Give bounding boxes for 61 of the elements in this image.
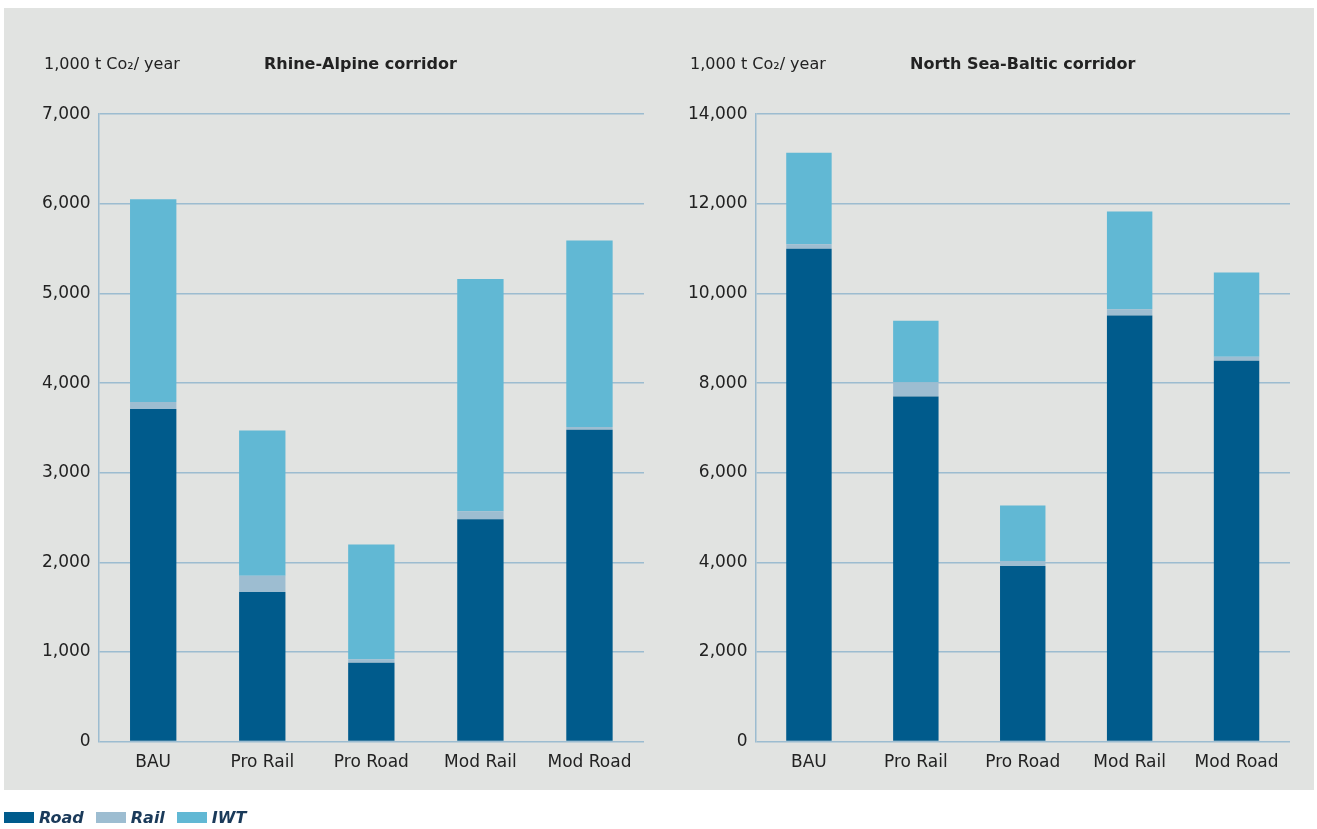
y-tick-label: 10,000 xyxy=(688,281,748,302)
bar xyxy=(130,409,177,741)
bar xyxy=(130,199,177,402)
x-tick-label: Mod Road xyxy=(547,751,632,772)
bar xyxy=(566,429,613,741)
y-tick-label: 7,000 xyxy=(42,102,91,123)
bar xyxy=(130,401,177,410)
bar xyxy=(457,511,504,520)
bar xyxy=(1000,565,1046,741)
y-tick-label: 6,000 xyxy=(42,192,91,213)
bar xyxy=(1000,505,1046,561)
bar xyxy=(239,591,286,741)
legend-label: Rail xyxy=(129,808,165,827)
y-tick-label: 12,000 xyxy=(688,192,748,213)
bar xyxy=(457,279,504,512)
x-tick-label: Mod Road xyxy=(1194,751,1279,772)
y-tick-label: 1,000 xyxy=(42,640,91,661)
bar xyxy=(1213,356,1260,361)
y-tick-label: 2,000 xyxy=(698,640,748,661)
y-tick-label: 4,000 xyxy=(42,371,91,392)
bar xyxy=(1106,211,1153,310)
x-tick-label: BAU xyxy=(135,751,172,772)
legend-label: IWT xyxy=(210,808,247,827)
x-tick-label: Pro Road xyxy=(985,751,1061,772)
bar xyxy=(893,320,939,383)
y-tick-label: 0 xyxy=(79,730,91,751)
bar xyxy=(1106,309,1153,316)
bar xyxy=(348,659,395,663)
bar xyxy=(566,240,613,427)
y-tick-label: 6,000 xyxy=(698,461,748,482)
x-tick-label: Pro Rail xyxy=(883,751,948,772)
y-tick-label: 8,000 xyxy=(698,371,748,392)
y-tick-label: 14,000 xyxy=(688,102,748,123)
y-axis-title: 1,000 t Co₂/ year xyxy=(690,54,826,73)
y-tick-label: 3,000 xyxy=(42,461,91,482)
x-tick-label: Pro Road xyxy=(333,751,409,772)
bar xyxy=(348,662,395,741)
y-axis-title: 1,000 t Co₂/ year xyxy=(44,54,180,73)
x-tick-label: Mod Rail xyxy=(444,751,517,772)
bar xyxy=(566,427,613,430)
y-tick-label: 0 xyxy=(736,730,748,751)
y-tick-label: 5,000 xyxy=(42,281,91,302)
y-tick-label: 2,000 xyxy=(42,550,91,571)
chart-title: North Sea-Baltic corridor xyxy=(910,54,1136,73)
bar xyxy=(239,430,286,576)
y-tick-label: 4,000 xyxy=(698,550,748,571)
bar xyxy=(1213,360,1260,741)
bar xyxy=(1213,272,1260,357)
x-tick-label: BAU xyxy=(791,751,827,772)
bar xyxy=(893,396,939,741)
bar xyxy=(239,575,286,592)
bar xyxy=(786,152,832,245)
bar xyxy=(1106,315,1153,741)
bar xyxy=(786,244,832,249)
chart-title: Rhine-Alpine corridor xyxy=(264,54,457,73)
x-tick-label: Pro Rail xyxy=(230,751,295,772)
bar xyxy=(457,519,504,741)
bar xyxy=(348,544,395,660)
x-tick-label: Mod Rail xyxy=(1093,751,1166,772)
legend-label: Road xyxy=(38,808,84,827)
bar xyxy=(786,248,832,741)
